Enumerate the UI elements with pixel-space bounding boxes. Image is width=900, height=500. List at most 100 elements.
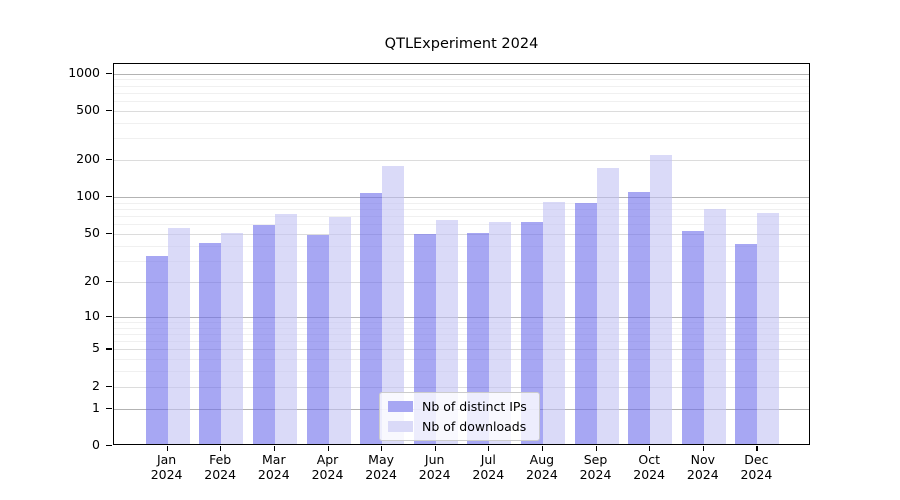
gridline-minor bbox=[114, 79, 809, 81]
y-tick-mark bbox=[106, 385, 112, 387]
gridline-major bbox=[114, 386, 809, 388]
bar-downloads bbox=[435, 219, 458, 444]
gridline-minor bbox=[114, 371, 809, 373]
y-tick-mark bbox=[106, 445, 112, 447]
x-tick-label: Apr 2024 bbox=[311, 452, 344, 482]
x-tick-mark bbox=[381, 446, 383, 451]
bar-distinct-ips bbox=[360, 193, 383, 444]
legend-swatch-downloads bbox=[388, 421, 413, 432]
x-tick-mark bbox=[327, 446, 329, 451]
y-tick-label: 50 bbox=[84, 225, 100, 241]
gridline-major bbox=[114, 110, 809, 112]
legend-label-downloads: Nb of downloads bbox=[422, 419, 527, 434]
bar-distinct-ips bbox=[574, 203, 597, 444]
bar-downloads bbox=[757, 212, 780, 444]
x-tick-label: Jul 2024 bbox=[472, 452, 505, 482]
x-tick-label: Aug 2024 bbox=[525, 452, 558, 482]
y-tick-mark bbox=[106, 348, 112, 350]
gridline-major bbox=[114, 349, 809, 351]
legend-item-downloads: Nb of downloads bbox=[388, 419, 527, 434]
bar-downloads bbox=[382, 165, 405, 444]
y-tick-mark bbox=[106, 233, 112, 235]
bar-downloads bbox=[489, 222, 512, 444]
y-tick-label: 0 bbox=[92, 437, 100, 452]
bar-distinct-ips bbox=[467, 233, 490, 444]
gridline-minor bbox=[114, 327, 809, 329]
gridline-minor bbox=[114, 85, 809, 87]
gridline-minor bbox=[114, 138, 809, 140]
y-tick-label: 5 bbox=[92, 340, 100, 356]
bar-distinct-ips bbox=[145, 255, 168, 444]
chart-title: QTLExperiment 2024 bbox=[384, 36, 539, 52]
gridline-minor bbox=[114, 245, 809, 247]
bar-distinct-ips bbox=[252, 225, 275, 444]
gridline-major bbox=[114, 160, 809, 162]
bar-distinct-ips bbox=[520, 221, 543, 444]
gridline-minor bbox=[114, 321, 809, 323]
y-tick-label: 1000 bbox=[68, 64, 100, 80]
gridline-minor bbox=[114, 122, 809, 124]
gridline-minor bbox=[114, 333, 809, 335]
y-tick-label: 1 bbox=[92, 399, 100, 415]
bar-downloads bbox=[167, 228, 190, 444]
y-tick-label: 200 bbox=[76, 151, 100, 167]
x-tick-label: Oct 2024 bbox=[633, 452, 666, 482]
bar-distinct-ips bbox=[735, 243, 758, 444]
y-tick-mark bbox=[106, 196, 112, 198]
x-tick-mark bbox=[541, 446, 544, 451]
x-tick-label: Jun 2024 bbox=[418, 452, 451, 482]
gridline-major bbox=[114, 234, 809, 236]
y-tick-label: 100 bbox=[76, 188, 100, 204]
bar-distinct-ips bbox=[628, 191, 651, 444]
bar-distinct-ips bbox=[199, 242, 222, 444]
x-tick-label: Sep 2024 bbox=[579, 452, 612, 482]
bar-downloads bbox=[650, 155, 673, 444]
bar-downloads bbox=[221, 233, 244, 444]
x-tick-label: Mar 2024 bbox=[257, 452, 290, 482]
x-tick-mark bbox=[273, 446, 275, 451]
y-tick-label: 500 bbox=[76, 101, 100, 117]
gridline-minor bbox=[114, 260, 809, 262]
gridline-major bbox=[114, 316, 809, 318]
y-tick-label: 2 bbox=[92, 377, 100, 393]
bar-distinct-ips bbox=[681, 231, 704, 444]
legend: Nb of distinct IPs Nb of downloads bbox=[379, 392, 540, 441]
y-tick-mark bbox=[106, 407, 112, 409]
y-tick-label: 10 bbox=[84, 307, 100, 323]
gridline-minor bbox=[114, 216, 809, 218]
x-tick-mark bbox=[488, 446, 490, 451]
y-tick-mark bbox=[106, 315, 112, 317]
bar-downloads bbox=[328, 216, 351, 444]
gridline-minor bbox=[114, 209, 809, 211]
gridline-minor bbox=[114, 224, 809, 226]
gridline-major bbox=[114, 197, 809, 199]
x-tick-mark bbox=[649, 446, 651, 451]
x-tick-label: May 2024 bbox=[365, 452, 397, 482]
bar-downloads bbox=[542, 201, 565, 444]
gridline-minor bbox=[114, 101, 809, 103]
bar-distinct-ips bbox=[413, 234, 436, 444]
x-tick-label: Jan 2024 bbox=[150, 452, 183, 482]
legend-label-distinct-ips: Nb of distinct IPs bbox=[422, 399, 527, 414]
y-tick-mark bbox=[106, 109, 112, 112]
bar-downloads bbox=[596, 168, 619, 444]
gridline-minor bbox=[114, 341, 809, 343]
x-tick-mark bbox=[220, 446, 222, 451]
legend-swatch-distinct-ips bbox=[388, 401, 413, 412]
x-tick-mark bbox=[702, 446, 704, 451]
y-tick-mark bbox=[106, 159, 112, 161]
x-tick-label: Nov 2024 bbox=[686, 452, 719, 482]
x-tick-mark bbox=[166, 446, 168, 451]
y-tick-mark bbox=[106, 72, 112, 74]
bar-downloads bbox=[274, 213, 297, 444]
gridline-major bbox=[114, 73, 809, 75]
x-tick-mark bbox=[756, 446, 758, 451]
gridline-major bbox=[114, 281, 809, 283]
x-tick-mark bbox=[434, 446, 436, 451]
x-tick-label: Feb 2024 bbox=[204, 452, 237, 482]
legend-item-distinct-ips: Nb of distinct IPs bbox=[388, 399, 527, 414]
x-tick-label: Dec 2024 bbox=[740, 452, 773, 482]
bar-downloads bbox=[703, 209, 726, 444]
x-tick-mark bbox=[595, 446, 597, 451]
